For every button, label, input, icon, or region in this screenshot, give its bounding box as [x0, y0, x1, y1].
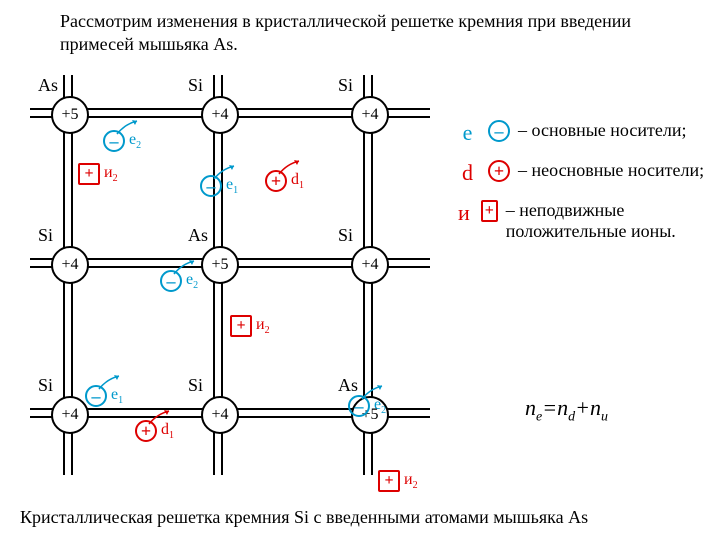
atom-label: Si — [338, 75, 353, 96]
atom-si: +4 — [51, 396, 89, 434]
legend-i-icon: + — [481, 200, 498, 222]
atom-as: +5 — [51, 96, 89, 134]
atom-as: +5 — [201, 246, 239, 284]
legend-d-icon: + — [488, 160, 510, 182]
particle-d: +d1 — [135, 420, 174, 442]
atom-label: As — [338, 375, 358, 396]
atom-label: Si — [338, 225, 353, 246]
lattice-diagram: +5As+4Si+4Si+4Si+5As+4Si+4Si+4Si+5As –e2… — [30, 75, 430, 475]
legend-i-sym: и — [455, 200, 473, 226]
legend: e – – основные носители; d + – неосновны… — [455, 120, 715, 256]
particle-d: +d1 — [265, 170, 304, 192]
legend-i: и + – неподвижные положительные ионы. — [455, 200, 715, 242]
atom-label: As — [188, 225, 208, 246]
atom-label: Si — [188, 375, 203, 396]
legend-e-desc: – основные носители; — [518, 120, 686, 141]
particle-ion: +и2 — [378, 470, 418, 492]
atom-si: +4 — [351, 246, 389, 284]
legend-e-icon: – — [488, 120, 510, 142]
equation: ne=nd+nи — [525, 395, 608, 425]
legend-d-desc: – неосновные носители; — [518, 160, 704, 181]
atom-si: +4 — [51, 246, 89, 284]
atom-label: Si — [38, 225, 53, 246]
atom-si: +4 — [201, 396, 239, 434]
legend-e-sym: e — [455, 120, 480, 146]
particle-e: –e2 — [103, 130, 141, 152]
legend-i-desc: – неподвижные положительные ионы. — [506, 200, 715, 242]
particle-ion: +и2 — [230, 315, 270, 337]
particle-e: –e1 — [200, 175, 238, 197]
caption: Кристаллическая решетка кремния Si с вве… — [20, 507, 588, 528]
atom-si: +4 — [201, 96, 239, 134]
particle-ion: +и2 — [78, 163, 118, 185]
particle-e: –e2 — [348, 395, 386, 417]
atom-label: Si — [38, 375, 53, 396]
atom-si: +4 — [351, 96, 389, 134]
particle-e: –e2 — [160, 270, 198, 292]
particle-e: –e1 — [85, 385, 123, 407]
legend-d: d + – неосновные носители; — [455, 160, 715, 186]
legend-e: e – – основные носители; — [455, 120, 715, 146]
legend-d-sym: d — [455, 160, 480, 186]
intro-text: Рассмотрим изменения в кристаллической р… — [60, 10, 680, 57]
atom-label: Si — [188, 75, 203, 96]
atom-label: As — [38, 75, 58, 96]
